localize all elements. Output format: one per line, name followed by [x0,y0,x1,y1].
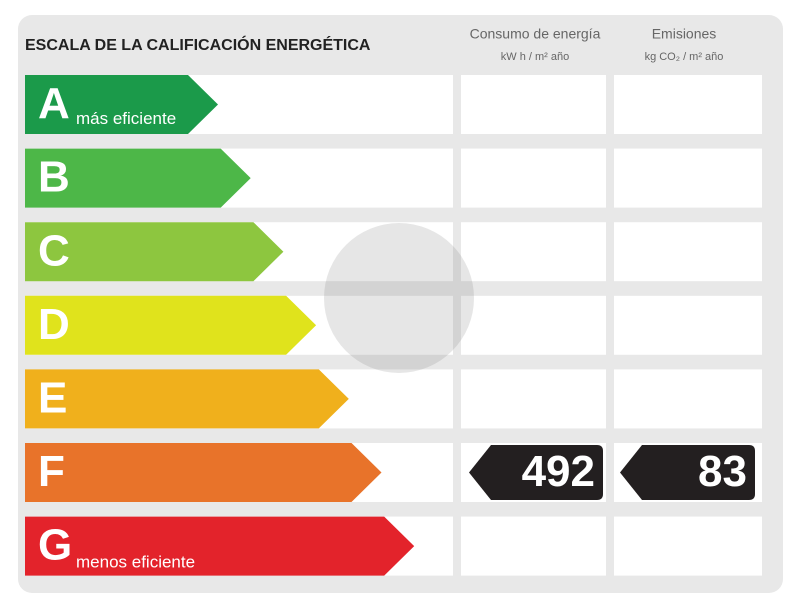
value-cell [614,148,762,208]
rating-letter: D [38,300,70,349]
rating-arrow [25,222,284,282]
value-cell [614,222,762,282]
rating-letter: G [38,521,72,570]
value-cell [461,369,606,429]
watermark [324,223,474,373]
value-cell [461,295,606,355]
value-text: 492 [522,447,595,496]
rating-arrow [25,148,251,208]
value-cell [614,295,762,355]
column-title: Consumo de energía [470,26,601,42]
rating-arrow [25,516,415,576]
rating-letter: A [38,79,70,128]
rating-letter: F [38,447,65,496]
value-text: 83 [698,447,747,496]
rating-arrow [25,443,382,502]
value-cell [461,75,606,134]
value-cell [614,516,762,576]
rating-letter: B [38,153,70,202]
value-cell [461,516,606,576]
value-cell [614,369,762,429]
column-title: Emisiones [652,26,717,42]
column-unit: kW h / m² año [501,51,569,63]
rating-arrow [25,369,349,429]
column-unit: kg CO₂ / m² año [645,51,724,63]
rating-letter: E [38,374,67,423]
rating-note: más eficiente [76,109,176,128]
value-cell [461,222,606,282]
rating-letter: C [38,226,70,275]
rating-arrow [25,295,317,355]
rating-arrow [25,75,218,134]
label-title: ESCALA DE LA CALIFICACIÓN ENERGÉTICA [25,35,371,54]
value-badge [469,445,603,500]
value-cell [461,148,606,208]
value-badge [620,445,755,500]
value-cell [614,75,762,134]
rating-note: menos eficiente [76,553,195,572]
